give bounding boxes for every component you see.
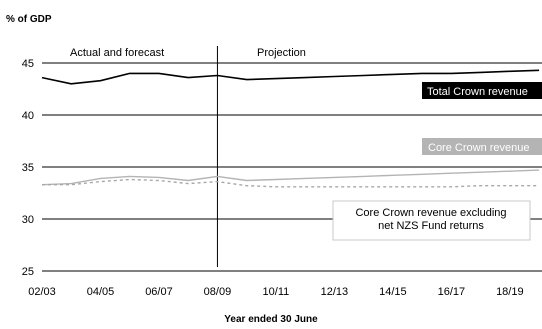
x-axis-title: Year ended 30 June	[224, 314, 318, 325]
y-tick-label-30: 30	[22, 214, 34, 226]
label-core-excl-nzs-line-0: Core Crown revenue excluding	[355, 207, 506, 219]
series-line-0	[41, 69, 540, 85]
x-tick-label-2: 06/07	[145, 286, 173, 298]
y-tick-label-45: 45	[22, 58, 34, 70]
label-core-crown-revenue: Core Crown revenue	[422, 138, 542, 155]
x-tick-label-0: 02/03	[28, 286, 56, 298]
x-tick-label-4: 10/11	[263, 286, 290, 298]
label-core-crown-revenue-box	[422, 138, 542, 155]
series-labels: Total Crown revenue Core Crown revenue Cor…	[332, 82, 542, 241]
label-core-excl-nzs-box	[332, 200, 531, 241]
y-tick-label-40: 40	[22, 110, 34, 122]
y-tick-labels: 25 30 35 40 45	[22, 58, 34, 278]
x-tick-label-7: 16/17	[438, 286, 466, 298]
series-line-1	[41, 169, 540, 186]
y-tick-label-25: 25	[22, 266, 34, 278]
x-tick-label-3: 08/09	[204, 286, 232, 298]
label-total-crown-revenue: Total Crown revenue	[422, 82, 542, 99]
y-axis-title: % of GDP	[6, 14, 52, 25]
x-tick-labels: 02/03 04/05 06/07 08/09 10/11 12/13 14/15 16/17…	[28, 286, 523, 298]
series-line-2	[42, 178, 540, 188]
x-tick-label-6: 14/15	[379, 286, 407, 298]
annotation-actual-and-forecast: Actual and forecast	[70, 47, 164, 59]
label-core-crown-revenue-text: Core Crown revenue	[428, 142, 530, 154]
label-total-crown-revenue-box	[422, 82, 542, 99]
x-tick-label-8: 18/19	[496, 286, 524, 298]
x-tick-label-1: 04/05	[87, 286, 115, 298]
label-core-excl-nzs-line-1: net NZS Fund returns	[378, 220, 484, 232]
series-lines	[41, 69, 540, 188]
x-tick-label-5: 12/13	[321, 286, 349, 298]
label-total-crown-revenue-text: Total Crown revenue	[427, 86, 528, 98]
annotation-projection: Projection	[257, 47, 306, 59]
y-tick-label-35: 35	[22, 162, 34, 174]
